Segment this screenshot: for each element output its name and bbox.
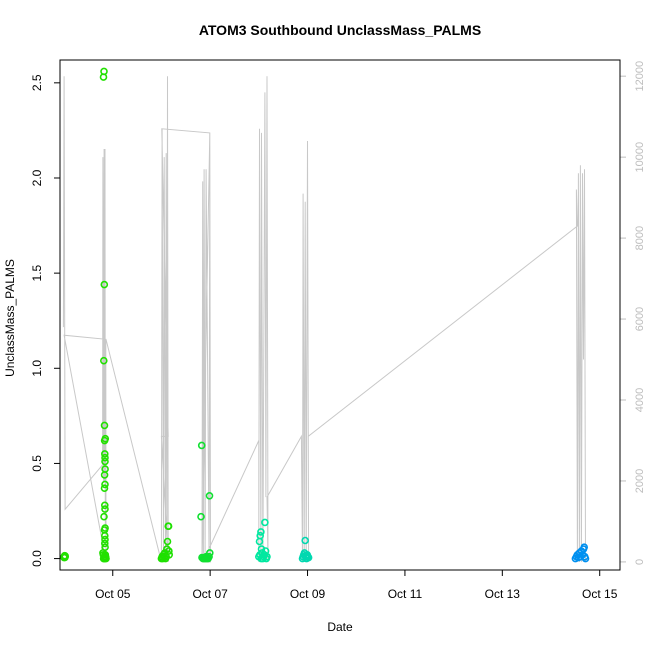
- x-tick-label: Oct 13: [485, 587, 521, 601]
- x-axis-label: Date: [327, 620, 353, 634]
- data-point: [101, 501, 109, 510]
- data-point: [100, 421, 109, 430]
- data-point: [206, 549, 214, 557]
- data-point: [101, 453, 109, 462]
- x-tick-label: Oct 09: [290, 587, 326, 601]
- data-points-layer: [60, 67, 590, 563]
- y-tick-label: 0.0: [30, 550, 44, 567]
- x-tick-label: Oct 05: [95, 587, 131, 601]
- data-point: [198, 553, 206, 562]
- y2-tick-label: 8000: [634, 226, 646, 250]
- y2-tick-label: 6000: [634, 307, 646, 331]
- data-point: [102, 554, 110, 563]
- y2-tick-label: 10000: [634, 142, 646, 173]
- data-point: [100, 484, 109, 493]
- data-point: [257, 528, 265, 536]
- data-point: [100, 67, 108, 76]
- data-point: [61, 552, 69, 560]
- y2-tick-label: 0: [634, 559, 646, 565]
- data-point: [100, 512, 108, 521]
- data-point: [197, 512, 205, 521]
- data-point: [101, 434, 110, 443]
- data-point: [101, 535, 109, 544]
- axes-layer: Oct 05 Oct 07 Oct 09 Oct 11 Oct 13 Oct 15 0.0 0…: [30, 61, 646, 601]
- x-tick-label: Oct 07: [192, 587, 228, 601]
- data-point: [163, 537, 172, 546]
- data-point: [197, 441, 206, 450]
- data-point: [165, 550, 173, 559]
- data-point: [164, 522, 173, 531]
- y-tick-label: 2.5: [30, 74, 44, 91]
- data-point: [304, 553, 313, 562]
- data-point: [257, 554, 266, 563]
- data-point: [581, 554, 590, 563]
- y-tick-label: 2.0: [30, 169, 44, 186]
- y2-tick-label: 4000: [634, 388, 646, 412]
- x-tick-label: Oct 15: [582, 587, 618, 601]
- y-tick-label: 1.5: [30, 264, 44, 281]
- data-point: [100, 280, 109, 289]
- chart-title: ATOM3 Southbound UnclassMass_PALMS: [199, 22, 481, 38]
- x-tick-label: Oct 11: [388, 587, 423, 601]
- data-point: [100, 356, 108, 365]
- y-tick-label: 0.5: [30, 455, 44, 472]
- data-point: [101, 524, 109, 532]
- data-point: [101, 531, 109, 540]
- y2-tick-label: 12000: [634, 61, 646, 92]
- data-point: [256, 550, 264, 559]
- data-point: [256, 531, 265, 540]
- y-axis-label: UnclassMass_PALMS: [3, 259, 17, 377]
- data-point: [101, 457, 109, 466]
- y-tick-label: 1.0: [30, 360, 44, 377]
- data-point: [101, 480, 109, 489]
- data-point: [165, 547, 173, 555]
- data-point: [101, 450, 109, 458]
- data-point: [101, 505, 109, 513]
- plot-frame: [59, 59, 621, 571]
- data-point: [580, 543, 589, 552]
- data-point: [205, 491, 214, 500]
- data-point: [101, 539, 109, 548]
- data-point: [100, 471, 109, 479]
- data-point: [261, 518, 269, 527]
- data-point: [199, 554, 207, 563]
- y2-tick-label: 2000: [634, 469, 646, 493]
- data-point: [301, 536, 310, 545]
- data-point: [101, 543, 109, 552]
